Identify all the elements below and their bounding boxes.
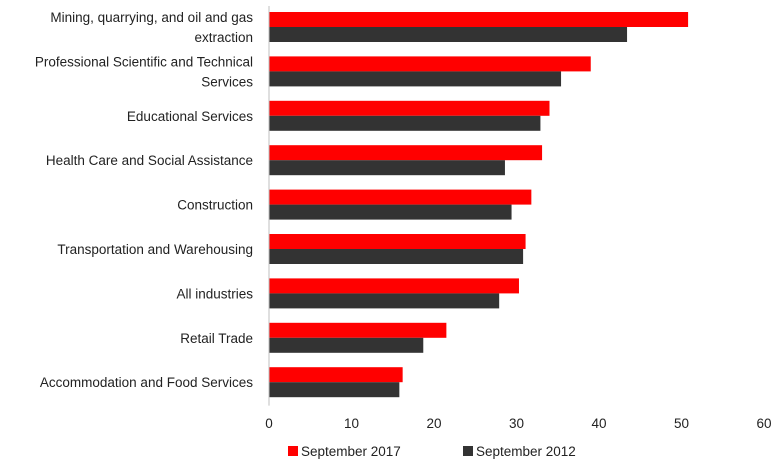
category-label: Construction xyxy=(177,198,253,213)
bar-september-2012-8 xyxy=(269,382,400,398)
bar-september-2017-7 xyxy=(269,322,447,338)
category-label: Educational Services xyxy=(127,109,253,124)
x-axis-tick-labels: 0 10 20 30 40 50 60 xyxy=(265,416,771,431)
bar-september-2012-1 xyxy=(269,71,562,87)
legend: September 2017 September 2012 xyxy=(288,444,576,459)
x-tick-label: 0 xyxy=(265,416,273,431)
legend-september-2012-swatch xyxy=(463,446,473,456)
category-label: Accommodation and Food Services xyxy=(40,375,253,390)
bar-september-2017-6 xyxy=(269,278,519,294)
bar-september-2012-6 xyxy=(269,293,500,309)
bar-september-2012-3 xyxy=(269,160,505,176)
bar-september-2012-4 xyxy=(269,204,512,220)
bar-september-2012-2 xyxy=(269,115,541,131)
category-label: Retail Trade xyxy=(180,331,253,346)
category-label: Mining, quarrying, and oil and gas xyxy=(50,10,253,25)
legend-september-2012-label: September 2012 xyxy=(476,444,576,459)
bar-september-2017-8 xyxy=(269,367,403,383)
bars xyxy=(269,12,689,398)
bar-september-2017-3 xyxy=(269,145,543,161)
bar-september-2017-4 xyxy=(269,189,532,205)
category-label: Health Care and Social Assistance xyxy=(46,153,253,168)
category-labels: Mining, quarrying, and oil and gas extrac… xyxy=(35,10,253,390)
bar-september-2012-5 xyxy=(269,249,524,264)
bar-september-2012-0 xyxy=(269,27,628,42)
bar-september-2017-1 xyxy=(269,56,591,72)
category-label: All industries xyxy=(176,286,253,301)
x-tick-label: 40 xyxy=(591,416,606,431)
x-tick-label: 10 xyxy=(344,416,359,431)
bar-september-2012-7 xyxy=(269,337,424,353)
x-tick-label: 60 xyxy=(756,416,771,431)
category-label: extraction xyxy=(194,30,253,45)
bar-september-2017-0 xyxy=(269,12,689,27)
x-tick-label: 50 xyxy=(674,416,689,431)
x-tick-label: 30 xyxy=(509,416,524,431)
category-label: Transportation and Warehousing xyxy=(57,242,253,257)
bar-september-2017-5 xyxy=(269,234,526,249)
bar-september-2017-2 xyxy=(269,100,550,116)
x-tick-label: 20 xyxy=(426,416,441,431)
legend-september-2017-label: September 2017 xyxy=(301,444,401,459)
legend-september-2017-swatch xyxy=(288,446,298,456)
category-label: Services xyxy=(201,74,253,89)
category-label: Professional Scientific and Technical xyxy=(35,54,253,69)
